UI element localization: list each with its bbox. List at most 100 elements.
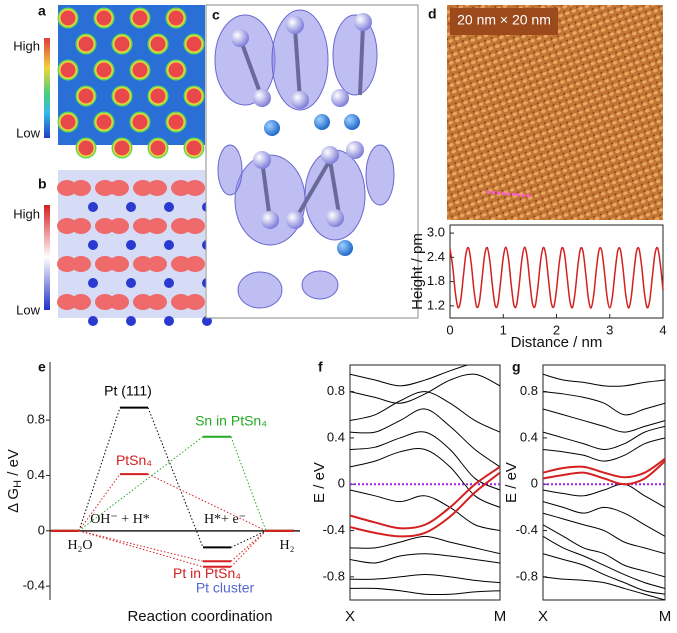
blob-red bbox=[147, 294, 167, 310]
band bbox=[543, 457, 665, 479]
blob-blue bbox=[164, 240, 174, 250]
atom-pt bbox=[291, 91, 309, 109]
spot bbox=[168, 62, 184, 78]
y-label-main: E / eV bbox=[503, 462, 520, 503]
band bbox=[350, 365, 469, 387]
band bbox=[543, 535, 665, 589]
y-tick-label: 0 bbox=[531, 476, 538, 491]
x-tick-label: 1 bbox=[500, 322, 507, 337]
blob-red bbox=[95, 256, 115, 272]
y-tick-label: -0.4 bbox=[23, 578, 45, 593]
state-label: OH⁻ + H* bbox=[90, 512, 150, 527]
blob-red bbox=[71, 218, 91, 234]
blob-blue bbox=[126, 240, 136, 250]
spot bbox=[186, 140, 202, 156]
connector bbox=[230, 530, 267, 548]
y-tick-label: 0.4 bbox=[327, 429, 345, 444]
band bbox=[543, 425, 665, 451]
y-label-unit: / eV bbox=[5, 449, 22, 480]
band bbox=[350, 587, 500, 596]
bands bbox=[543, 373, 665, 600]
spot bbox=[168, 114, 184, 130]
colorbar-high: High bbox=[13, 206, 40, 221]
blob-blue bbox=[126, 316, 136, 326]
x-axis-label: Distance / nm bbox=[511, 334, 603, 351]
y-tick-label: 3.0 bbox=[427, 225, 445, 240]
connector bbox=[230, 436, 267, 531]
colorbar-low: Low bbox=[16, 302, 40, 317]
connector bbox=[147, 407, 204, 548]
y-tick-label: -0.8 bbox=[516, 568, 538, 583]
y-tick-label: 0.8 bbox=[327, 383, 345, 398]
blob-blue bbox=[164, 316, 174, 326]
y-tick-label: -0.8 bbox=[323, 568, 345, 583]
y-axis-label: E / eV bbox=[311, 462, 328, 503]
y-tick-label: 0.8 bbox=[520, 383, 538, 398]
x-tick-label: 2 bbox=[553, 322, 560, 337]
connector bbox=[78, 473, 121, 532]
blob-red bbox=[57, 294, 77, 310]
blob-red bbox=[185, 180, 205, 196]
x-tick-label: 4 bbox=[659, 322, 666, 337]
band bbox=[543, 501, 665, 537]
spot bbox=[78, 88, 94, 104]
level-label: PtSn₄ bbox=[116, 452, 152, 468]
blob-red bbox=[57, 180, 77, 196]
state-label: H₂ bbox=[280, 538, 295, 553]
band bbox=[350, 466, 500, 530]
bond bbox=[238, 37, 264, 99]
y-axis-label: Height / pm bbox=[409, 233, 426, 310]
blob-red bbox=[133, 256, 153, 272]
level-label: Sn in PtSn₄ bbox=[195, 412, 267, 428]
panel-label: c bbox=[212, 7, 220, 23]
level-label: Pt in PtSn₄ bbox=[173, 565, 241, 581]
blob-blue bbox=[88, 316, 98, 326]
map-a-spots bbox=[57, 7, 205, 159]
bond bbox=[260, 159, 272, 221]
spot bbox=[150, 36, 166, 52]
blob-red bbox=[185, 294, 205, 310]
band bbox=[350, 408, 500, 468]
x-axis-label: Reaction coordination bbox=[127, 608, 272, 625]
y-label-main: E / eV bbox=[311, 462, 328, 503]
y-tick-label: 1.2 bbox=[427, 297, 445, 312]
y-axis-label: Δ GH / eV bbox=[5, 449, 24, 513]
spot bbox=[186, 36, 202, 52]
spot bbox=[60, 62, 76, 78]
state-label: H₂O bbox=[67, 538, 92, 553]
band bbox=[543, 524, 665, 578]
atom-pt bbox=[231, 29, 249, 47]
atom-pt bbox=[261, 211, 279, 229]
blob-red bbox=[71, 256, 91, 272]
colorbar-high: High bbox=[13, 38, 40, 53]
panel-label: b bbox=[38, 176, 47, 192]
blob-red bbox=[95, 294, 115, 310]
colorbar bbox=[44, 38, 50, 138]
atom-sn bbox=[344, 114, 360, 130]
band bbox=[543, 391, 665, 416]
band bbox=[350, 391, 500, 433]
plot-frame bbox=[542, 364, 666, 601]
spot bbox=[96, 114, 112, 130]
band bbox=[543, 460, 665, 486]
blob-red bbox=[133, 294, 153, 310]
band bbox=[543, 512, 665, 555]
y-tick-label: 2.4 bbox=[427, 249, 445, 264]
blob-red bbox=[171, 180, 191, 196]
blob-red bbox=[171, 256, 191, 272]
atom-pt bbox=[326, 209, 344, 227]
blob-red bbox=[147, 256, 167, 272]
blob-red bbox=[133, 218, 153, 234]
x-tick-label: M bbox=[494, 608, 507, 625]
band bbox=[350, 448, 500, 508]
connector bbox=[78, 436, 204, 532]
y-tick-label: 0 bbox=[38, 522, 45, 537]
y-tick-label: 0.4 bbox=[27, 467, 45, 482]
atom-pt bbox=[253, 151, 271, 169]
y-axis-label: E / eV bbox=[503, 462, 520, 503]
blob-blue bbox=[126, 202, 136, 212]
map-b-blobs bbox=[57, 180, 212, 326]
x-tick-label: X bbox=[345, 608, 355, 625]
spot bbox=[96, 10, 112, 26]
blob-red bbox=[133, 180, 153, 196]
